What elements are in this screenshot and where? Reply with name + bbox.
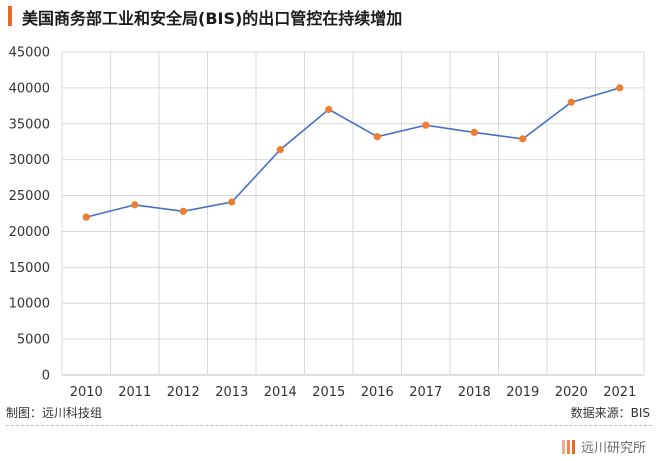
series-line (86, 87, 621, 218)
data-point (373, 133, 381, 141)
data-point (519, 135, 527, 143)
chart-title: 美国商务部工业和安全局(BIS)的出口管控在持续增加 (22, 9, 403, 28)
footer-divider (6, 425, 652, 426)
data-point (82, 213, 90, 221)
brand-watermark: 远川研究所 (561, 437, 646, 456)
y-tick-label: 30000 (9, 153, 50, 168)
brand-name: 远川研究所 (580, 441, 646, 456)
x-tick-label: 2018 (458, 385, 491, 400)
data-point (567, 98, 575, 106)
x-tick-label: 2021 (603, 385, 636, 400)
line-chart: 0 5000 10000 15000 20000 25000 30000 35000 40000… (9, 46, 645, 400)
x-tick-label: 2014 (264, 385, 297, 400)
data-point (131, 201, 139, 209)
x-tick-label: 2016 (361, 385, 394, 400)
x-tick-label: 2015 (312, 385, 345, 400)
brand-logo-icon (561, 439, 575, 454)
data-point (470, 128, 478, 136)
x-tick-label: 2017 (409, 385, 442, 400)
x-tick-label: 2019 (506, 385, 539, 400)
x-tick-label: 2012 (167, 385, 200, 400)
y-tick-label: 25000 (9, 189, 50, 204)
y-tick-label: 40000 (9, 81, 50, 96)
y-tick-label: 45000 (9, 46, 50, 61)
y-tick-label: 0 (42, 369, 50, 384)
data-point (228, 198, 236, 206)
y-tick-label: 5000 (17, 333, 50, 348)
chart-credit: 制图：远川科技组 (6, 406, 103, 420)
x-tick-label: 2013 (215, 385, 248, 400)
y-tick-label: 35000 (9, 117, 50, 132)
y-tick-label: 15000 (9, 261, 50, 276)
x-tick-label: 2020 (555, 385, 588, 400)
data-point (422, 121, 430, 129)
title-accent-icon (8, 6, 14, 26)
y-tick-label: 10000 (9, 297, 50, 312)
data-point (179, 207, 187, 215)
data-point (616, 84, 624, 92)
x-tick-label: 2010 (70, 385, 103, 400)
x-tick-label: 2011 (118, 385, 151, 400)
data-point (325, 105, 333, 114)
y-tick-label: 20000 (9, 225, 50, 240)
data-point (276, 146, 284, 154)
data-source: 数据来源：BIS (570, 406, 650, 420)
